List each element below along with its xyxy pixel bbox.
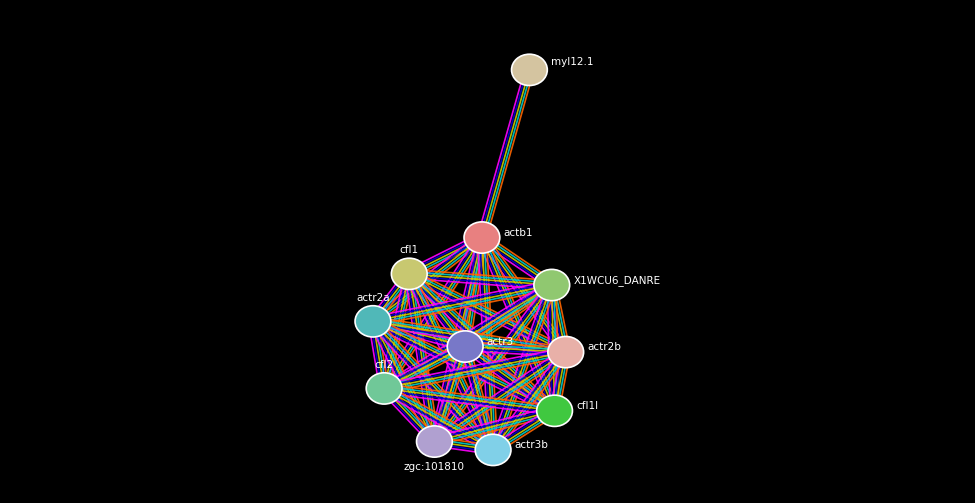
Text: zgc:101810: zgc:101810 xyxy=(404,462,465,471)
Text: actr3: actr3 xyxy=(487,337,514,347)
Text: cfl1l: cfl1l xyxy=(576,401,598,411)
Text: actr2b: actr2b xyxy=(587,343,621,353)
Ellipse shape xyxy=(391,258,427,290)
Ellipse shape xyxy=(548,337,584,368)
Text: X1WCU6_DANRE: X1WCU6_DANRE xyxy=(573,275,660,286)
Ellipse shape xyxy=(416,426,452,457)
Text: actr2a: actr2a xyxy=(356,293,390,303)
Text: cfl1: cfl1 xyxy=(400,245,419,256)
Ellipse shape xyxy=(534,270,569,301)
Ellipse shape xyxy=(448,331,483,362)
Ellipse shape xyxy=(512,54,547,86)
Ellipse shape xyxy=(464,222,500,253)
Text: actb1: actb1 xyxy=(503,228,533,238)
Ellipse shape xyxy=(355,306,391,337)
Text: actr3b: actr3b xyxy=(515,440,548,450)
Ellipse shape xyxy=(367,373,402,404)
Ellipse shape xyxy=(536,395,572,427)
Ellipse shape xyxy=(475,434,511,466)
Text: myl12.1: myl12.1 xyxy=(551,57,594,67)
Text: cfl2: cfl2 xyxy=(374,360,394,370)
